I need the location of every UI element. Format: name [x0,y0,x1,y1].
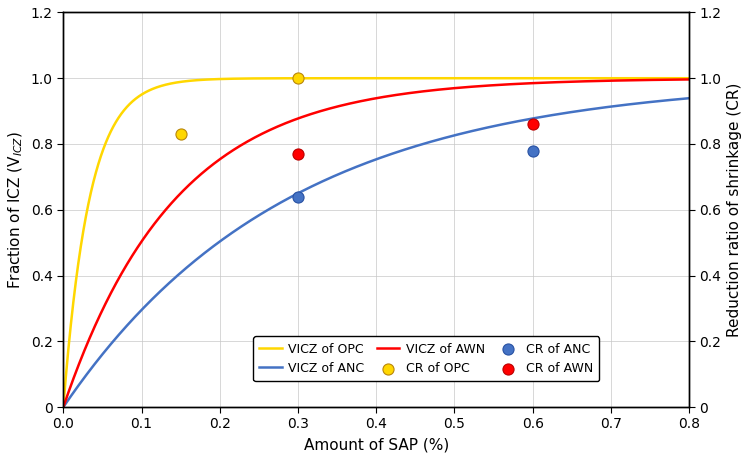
VICZ of AWN [363,97,372,102]
VICZ of ANC [91,361,100,366]
VICZ of AWN [667,77,676,83]
VICZ of OPC [59,404,68,410]
VICZ of ANC [666,97,675,103]
VICZ of AWN [685,77,694,82]
VICZ of AWN [91,323,100,328]
VICZ of OPC [666,75,675,81]
VICZ of ANC [59,404,68,410]
Line: VICZ of AWN: VICZ of AWN [64,79,689,407]
Line: VICZ of ANC: VICZ of ANC [64,98,689,407]
VICZ of ANC [667,97,676,103]
VICZ of OPC [667,75,676,81]
Line: VICZ of OPC: VICZ of OPC [64,78,689,407]
Legend: VICZ of OPC, VICZ of ANC, VICZ of AWN, CR of OPC, CR of ANC, CR of AWN: VICZ of OPC, VICZ of ANC, VICZ of AWN, C… [253,336,599,381]
CR of AWN [527,121,539,128]
CR of ANC [292,193,304,200]
X-axis label: Amount of SAP (%): Amount of SAP (%) [303,437,449,452]
VICZ of OPC [685,75,694,81]
VICZ of ANC [551,112,560,117]
VICZ of ANC [363,160,372,165]
VICZ of AWN [347,101,356,106]
CR of ANC [527,147,539,154]
VICZ of OPC [347,75,356,81]
Y-axis label: Fraction of ICZ (V$_{ICZ}$): Fraction of ICZ (V$_{ICZ}$) [7,131,25,289]
VICZ of OPC [551,75,560,81]
VICZ of ANC [685,95,694,101]
VICZ of AWN [59,404,68,410]
VICZ of AWN [666,77,675,83]
CR of OPC [175,130,187,138]
CR of OPC [292,74,304,82]
VICZ of AWN [551,79,560,85]
VICZ of ANC [347,166,356,172]
VICZ of OPC [363,75,372,81]
CR of AWN [292,150,304,157]
Y-axis label: Reduction ratio of shrinkage (CR): Reduction ratio of shrinkage (CR) [727,83,742,337]
VICZ of OPC [91,172,100,178]
